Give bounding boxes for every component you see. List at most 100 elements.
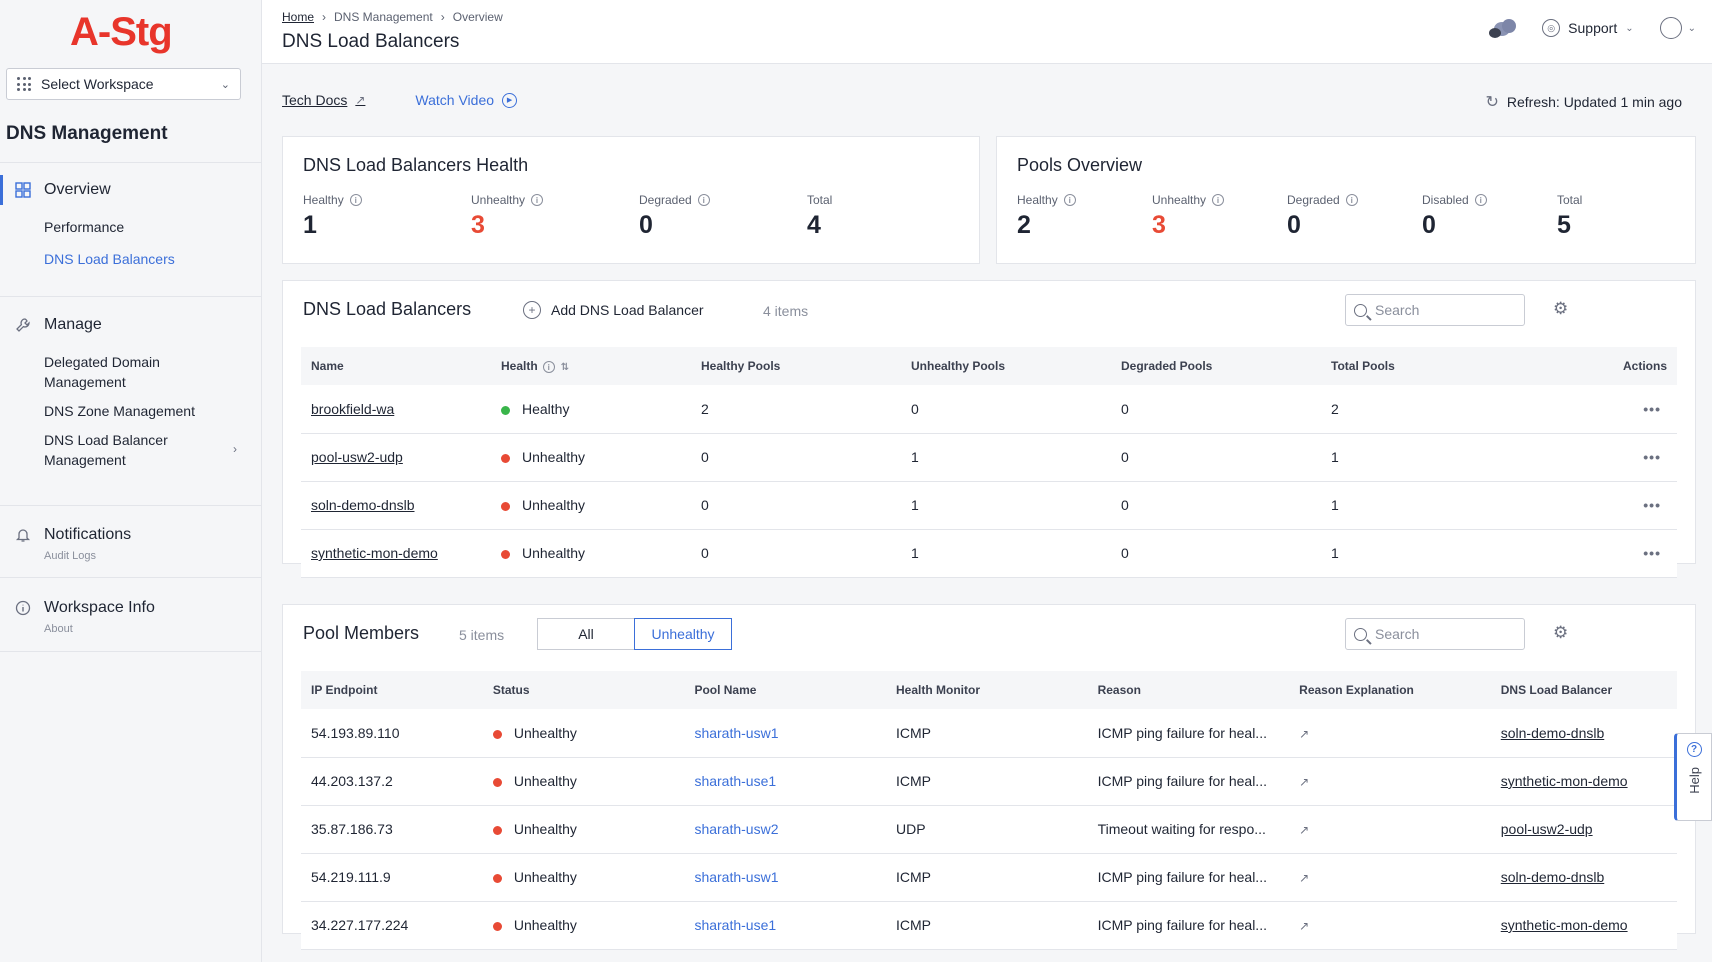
- sidebar-item-audit-logs[interactable]: Audit Logs: [44, 550, 96, 562]
- external-link-icon[interactable]: ↗: [1299, 871, 1310, 885]
- info-icon[interactable]: i: [542, 361, 555, 374]
- filter-unhealthy-button[interactable]: Unhealthy: [634, 618, 732, 650]
- external-link-icon[interactable]: ↗: [1299, 823, 1310, 837]
- lb-name-link[interactable]: soln-demo-dnslb: [311, 497, 415, 513]
- table-row: 34.227.177.224 Unhealthy sharath-use1 ICMP I…: [301, 901, 1677, 950]
- pool-members-search-input[interactable]: Search: [1345, 618, 1525, 650]
- dns-lb-link[interactable]: soln-demo-dnslb: [1500, 724, 1605, 741]
- more-actions-icon[interactable]: •••: [1643, 497, 1661, 513]
- lb-health-stat-degraded: Degraded i 0: [639, 193, 807, 240]
- divider: [0, 577, 261, 578]
- ip-endpoint: 54.193.89.110: [311, 724, 400, 741]
- table-cell: ICMP: [886, 853, 1088, 902]
- sidebar-item-dns-load-balancers[interactable]: DNS Load Balancers: [44, 251, 175, 267]
- dns-lb-link[interactable]: pool-usw2-udp: [1500, 821, 1593, 837]
- sidebar-item-delegated-domain-management[interactable]: Delegated Domain Management: [44, 354, 160, 390]
- sidebar-item-dns-zone-management[interactable]: DNS Zone Management: [44, 403, 195, 419]
- table-cell: Unhealthy: [491, 529, 691, 578]
- pool-name-link[interactable]: sharath-use1: [694, 917, 777, 933]
- stat-value: 5: [1557, 211, 1571, 239]
- info-icon[interactable]: i: [1212, 194, 1225, 206]
- pools-overview-stats: Healthy i 2 Unhealthy i 3 Degraded i 0 Disabled i 0…: [1017, 193, 1657, 240]
- more-actions-icon[interactable]: •••: [1643, 449, 1661, 465]
- breadcrumb-home[interactable]: Home: [282, 10, 315, 24]
- workspace-select-label: Select Workspace: [41, 76, 154, 92]
- reason: ICMP ping failure for heal...: [1097, 869, 1267, 885]
- lb-search-input[interactable]: Search: [1345, 294, 1525, 326]
- info-icon[interactable]: i: [1063, 194, 1076, 206]
- table-row: 35.87.186.73 Unhealthy sharath-usw2 UDP Time…: [301, 805, 1677, 854]
- watch-video-link[interactable]: Watch Video ▶: [415, 92, 518, 108]
- user-menu[interactable]: ⌄: [1659, 17, 1696, 39]
- sidebar-item-workspace-info[interactable]: Workspace Info: [0, 593, 261, 623]
- external-link-icon[interactable]: ↗: [1299, 919, 1310, 933]
- lb-name-link[interactable]: brookfield-wa: [311, 400, 395, 417]
- sidebar: A-Stg Select Workspace ⌄ DNS Management …: [0, 0, 262, 962]
- refresh-button[interactable]: ↻ Refresh: Updated 1 min ago: [1485, 92, 1682, 112]
- support-menu[interactable]: ◎ Support ⌄: [1542, 19, 1634, 37]
- status-dot-icon: [501, 453, 510, 463]
- sidebar-item-about[interactable]: About: [44, 623, 73, 635]
- cell-value: 0: [701, 545, 709, 561]
- more-actions-icon[interactable]: •••: [1643, 545, 1661, 561]
- sidebar-item-dns-load-balancer-management-row[interactable]: DNS Load Balancer Management ›: [0, 430, 261, 470]
- external-link-icon[interactable]: ↗: [1299, 775, 1310, 789]
- sidebar-item-label: Overview: [44, 181, 111, 198]
- table-row: brookfield-wa Healthy 2 0 0 2 •••: [301, 385, 1677, 434]
- table-cell: 0: [901, 385, 1111, 434]
- logo[interactable]: A-Stg: [70, 10, 173, 54]
- cloud-status-icon[interactable]: [1488, 16, 1517, 40]
- reason: ICMP ping failure for heal...: [1097, 724, 1267, 741]
- cell-value: 0: [911, 400, 919, 417]
- divider: [0, 651, 261, 652]
- sidebar-item-manage[interactable]: Manage: [0, 310, 261, 340]
- pool-name-link[interactable]: sharath-usw1: [694, 869, 779, 885]
- pool-name-link[interactable]: sharath-usw2: [694, 821, 779, 837]
- table-cell: synthetic-mon-demo: [1490, 757, 1677, 806]
- sidebar-item-notifications[interactable]: Notifications: [0, 520, 261, 550]
- stat-label: Healthy i: [1017, 193, 1152, 207]
- sidebar-item-label: Manage: [44, 316, 102, 333]
- gear-icon[interactable]: ⚙: [1553, 623, 1569, 642]
- stat-value: 0: [639, 211, 653, 239]
- lb-name-link[interactable]: pool-usw2-udp: [311, 449, 403, 465]
- workspace-select[interactable]: Select Workspace ⌄: [6, 68, 241, 100]
- dns-lb-link[interactable]: synthetic-mon-demo: [1500, 773, 1628, 789]
- header-actions: ◎ Support ⌄ ⌄: [1488, 16, 1696, 40]
- sidebar-item-performance[interactable]: Performance: [44, 219, 125, 235]
- table-cell: ICMP: [886, 709, 1088, 758]
- pool-name-link[interactable]: sharath-usw1: [694, 724, 779, 741]
- info-icon[interactable]: i: [531, 194, 544, 206]
- breadcrumb-dns-management[interactable]: DNS Management: [334, 10, 433, 24]
- sidebar-item-dns-load-balancer-management[interactable]: DNS Load Balancer Management: [44, 432, 168, 468]
- pools-stat-healthy: Healthy i 2: [1017, 193, 1152, 240]
- sidebar-item-overview[interactable]: Overview: [0, 175, 261, 205]
- lb-name-link[interactable]: synthetic-mon-demo: [311, 545, 438, 561]
- search-icon: [1354, 303, 1367, 317]
- status-dot-icon: [492, 729, 502, 739]
- dns-lb-link[interactable]: soln-demo-dnslb: [1500, 869, 1605, 885]
- column-header-health[interactable]: Health i ⇅: [491, 347, 691, 385]
- cell-value: 0: [1121, 497, 1129, 513]
- info-icon[interactable]: i: [1345, 194, 1358, 206]
- filter-all-button[interactable]: All: [537, 618, 634, 650]
- table-row: 54.193.89.110 Unhealthy sharath-usw1 ICMP IC…: [301, 709, 1677, 758]
- more-actions-icon[interactable]: •••: [1643, 400, 1661, 417]
- external-link-icon[interactable]: ↗: [1299, 726, 1310, 741]
- dns-lb-link[interactable]: synthetic-mon-demo: [1500, 917, 1628, 933]
- table-cell: 54.193.89.110: [301, 709, 483, 758]
- add-dns-load-balancer-button[interactable]: + Add DNS Load Balancer: [523, 301, 704, 319]
- info-icon[interactable]: i: [349, 194, 362, 206]
- sort-icon[interactable]: ⇅: [560, 361, 570, 373]
- pool-name-link[interactable]: sharath-use1: [694, 773, 777, 789]
- gear-icon[interactable]: ⚙: [1553, 299, 1569, 318]
- table-cell: ↗: [1289, 853, 1491, 902]
- info-icon[interactable]: i: [697, 194, 710, 206]
- info-icon[interactable]: i: [1474, 194, 1487, 206]
- tech-docs-link[interactable]: Tech Docs ↗: [282, 92, 365, 108]
- cell-value: 2: [701, 400, 709, 417]
- health-status: Healthy: [522, 400, 570, 417]
- lb-health-stats: Healthy i 1 Unhealthy i 3 Degraded i 0 Total 4: [303, 193, 975, 240]
- main-content: Tech Docs ↗ Watch Video ▶ ↻ Refresh: Upd…: [262, 64, 1712, 962]
- help-tab[interactable]: ? Help: [1674, 733, 1712, 821]
